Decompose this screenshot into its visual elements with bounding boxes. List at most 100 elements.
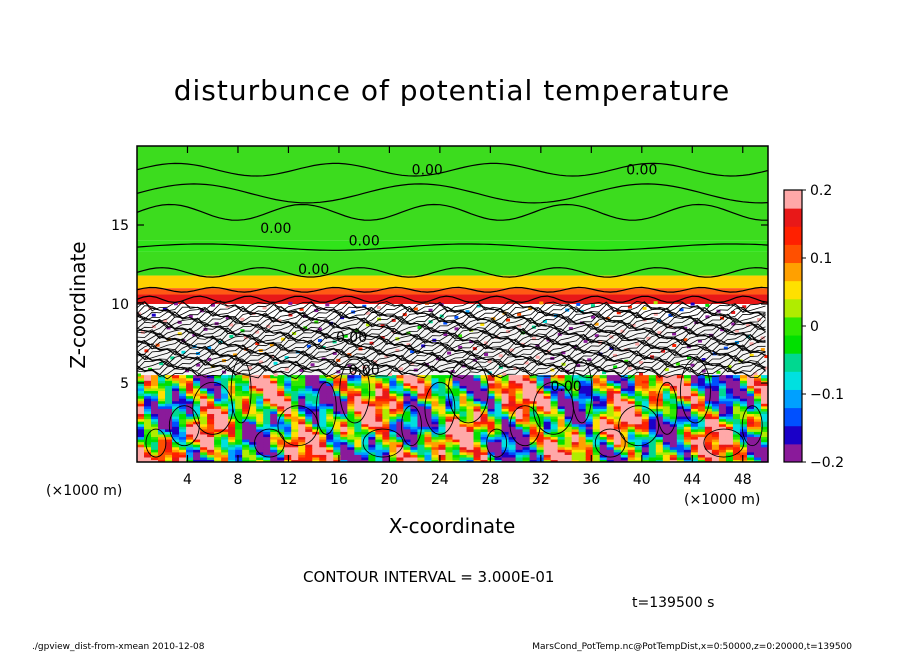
field-cell <box>648 413 657 417</box>
field-cell <box>389 456 398 461</box>
field-cell <box>515 408 524 412</box>
field-cell <box>347 385 355 389</box>
field-cell <box>641 375 650 379</box>
field-cell <box>480 405 489 409</box>
field-speck <box>760 348 765 352</box>
field-cell <box>438 375 447 379</box>
field-cell <box>403 426 412 430</box>
field-cell <box>466 456 475 461</box>
field-cell <box>326 456 334 461</box>
field-cell <box>179 408 187 412</box>
field-cell <box>753 400 762 404</box>
field-cell <box>683 377 692 381</box>
field-cell <box>424 444 433 448</box>
field-cell <box>711 405 720 409</box>
field-cell <box>326 438 334 443</box>
field-cell <box>718 390 727 394</box>
field-cell <box>375 436 383 440</box>
field-speck <box>613 365 618 369</box>
field-cell <box>683 436 692 440</box>
field-cell <box>473 395 482 399</box>
field-cell <box>186 451 194 455</box>
field-cell <box>620 387 629 392</box>
field-cell <box>389 395 398 399</box>
field-cell <box>606 410 615 415</box>
field-cell <box>417 395 426 399</box>
field-cell <box>417 380 426 384</box>
field-cell <box>676 400 685 404</box>
field-cell <box>319 423 327 427</box>
field-cell <box>207 456 215 461</box>
x-tick-label: 4 <box>183 472 192 488</box>
field-cell <box>270 390 278 394</box>
field-cell <box>165 390 173 394</box>
field-cell <box>543 423 552 427</box>
field-cell <box>445 423 454 427</box>
field-cell <box>606 385 615 389</box>
field-cell <box>732 390 741 394</box>
field-cell <box>361 451 369 455</box>
field-cell <box>228 451 236 455</box>
field-cell <box>137 415 145 420</box>
field-cell <box>459 459 468 462</box>
field-cell <box>571 398 580 402</box>
field-cell <box>599 398 608 402</box>
field-cell <box>480 454 489 458</box>
field-cell <box>613 387 622 392</box>
field-cell <box>571 380 580 384</box>
field-cell <box>298 385 306 389</box>
field-cell <box>333 418 341 422</box>
field-cell <box>487 398 496 402</box>
field-cell <box>431 421 440 425</box>
field-cell <box>613 390 622 394</box>
field-cell <box>368 459 376 462</box>
field-cell <box>599 451 608 455</box>
field-cell <box>431 395 440 399</box>
field-cell <box>172 398 180 402</box>
field-cell <box>137 408 145 412</box>
field-cell <box>508 387 517 392</box>
field-cell <box>655 456 664 461</box>
field-cell <box>466 410 475 415</box>
field-cell <box>711 441 720 445</box>
field-cell <box>256 382 264 386</box>
field-cell <box>319 398 327 402</box>
field-speck <box>594 322 599 326</box>
field-cell <box>347 421 355 425</box>
field-speck <box>624 359 629 363</box>
field-cell <box>501 459 510 462</box>
field-cell <box>690 387 699 392</box>
field-cell <box>249 444 257 448</box>
field-cell <box>620 459 629 462</box>
field-cell <box>627 418 636 422</box>
field-cell <box>221 398 229 402</box>
field-cell <box>347 377 355 381</box>
field-cell <box>214 380 222 384</box>
field-cell <box>466 459 475 462</box>
field-cell <box>207 382 215 386</box>
field-cell <box>151 433 159 438</box>
field-cell <box>452 441 461 445</box>
field-cell <box>557 392 566 397</box>
field-speck <box>465 310 470 314</box>
field-cell <box>228 410 236 415</box>
field-cell <box>529 423 538 427</box>
field-cell <box>473 456 482 461</box>
field-cell <box>396 408 405 412</box>
field-cell <box>718 459 727 462</box>
field-cell <box>676 413 685 417</box>
field-cell <box>137 375 145 379</box>
field-cell <box>298 375 306 379</box>
field-cell <box>270 395 278 399</box>
contour-lines <box>137 162 768 458</box>
field-cell <box>739 451 748 455</box>
field-cell <box>214 400 222 404</box>
field-cell <box>718 410 727 415</box>
contour-line <box>137 295 768 304</box>
field-cell <box>746 405 755 409</box>
field-cell <box>739 395 748 399</box>
field-cell <box>340 380 348 384</box>
field-cell <box>655 441 664 445</box>
field-cell <box>508 392 517 397</box>
field-cell <box>137 410 145 415</box>
